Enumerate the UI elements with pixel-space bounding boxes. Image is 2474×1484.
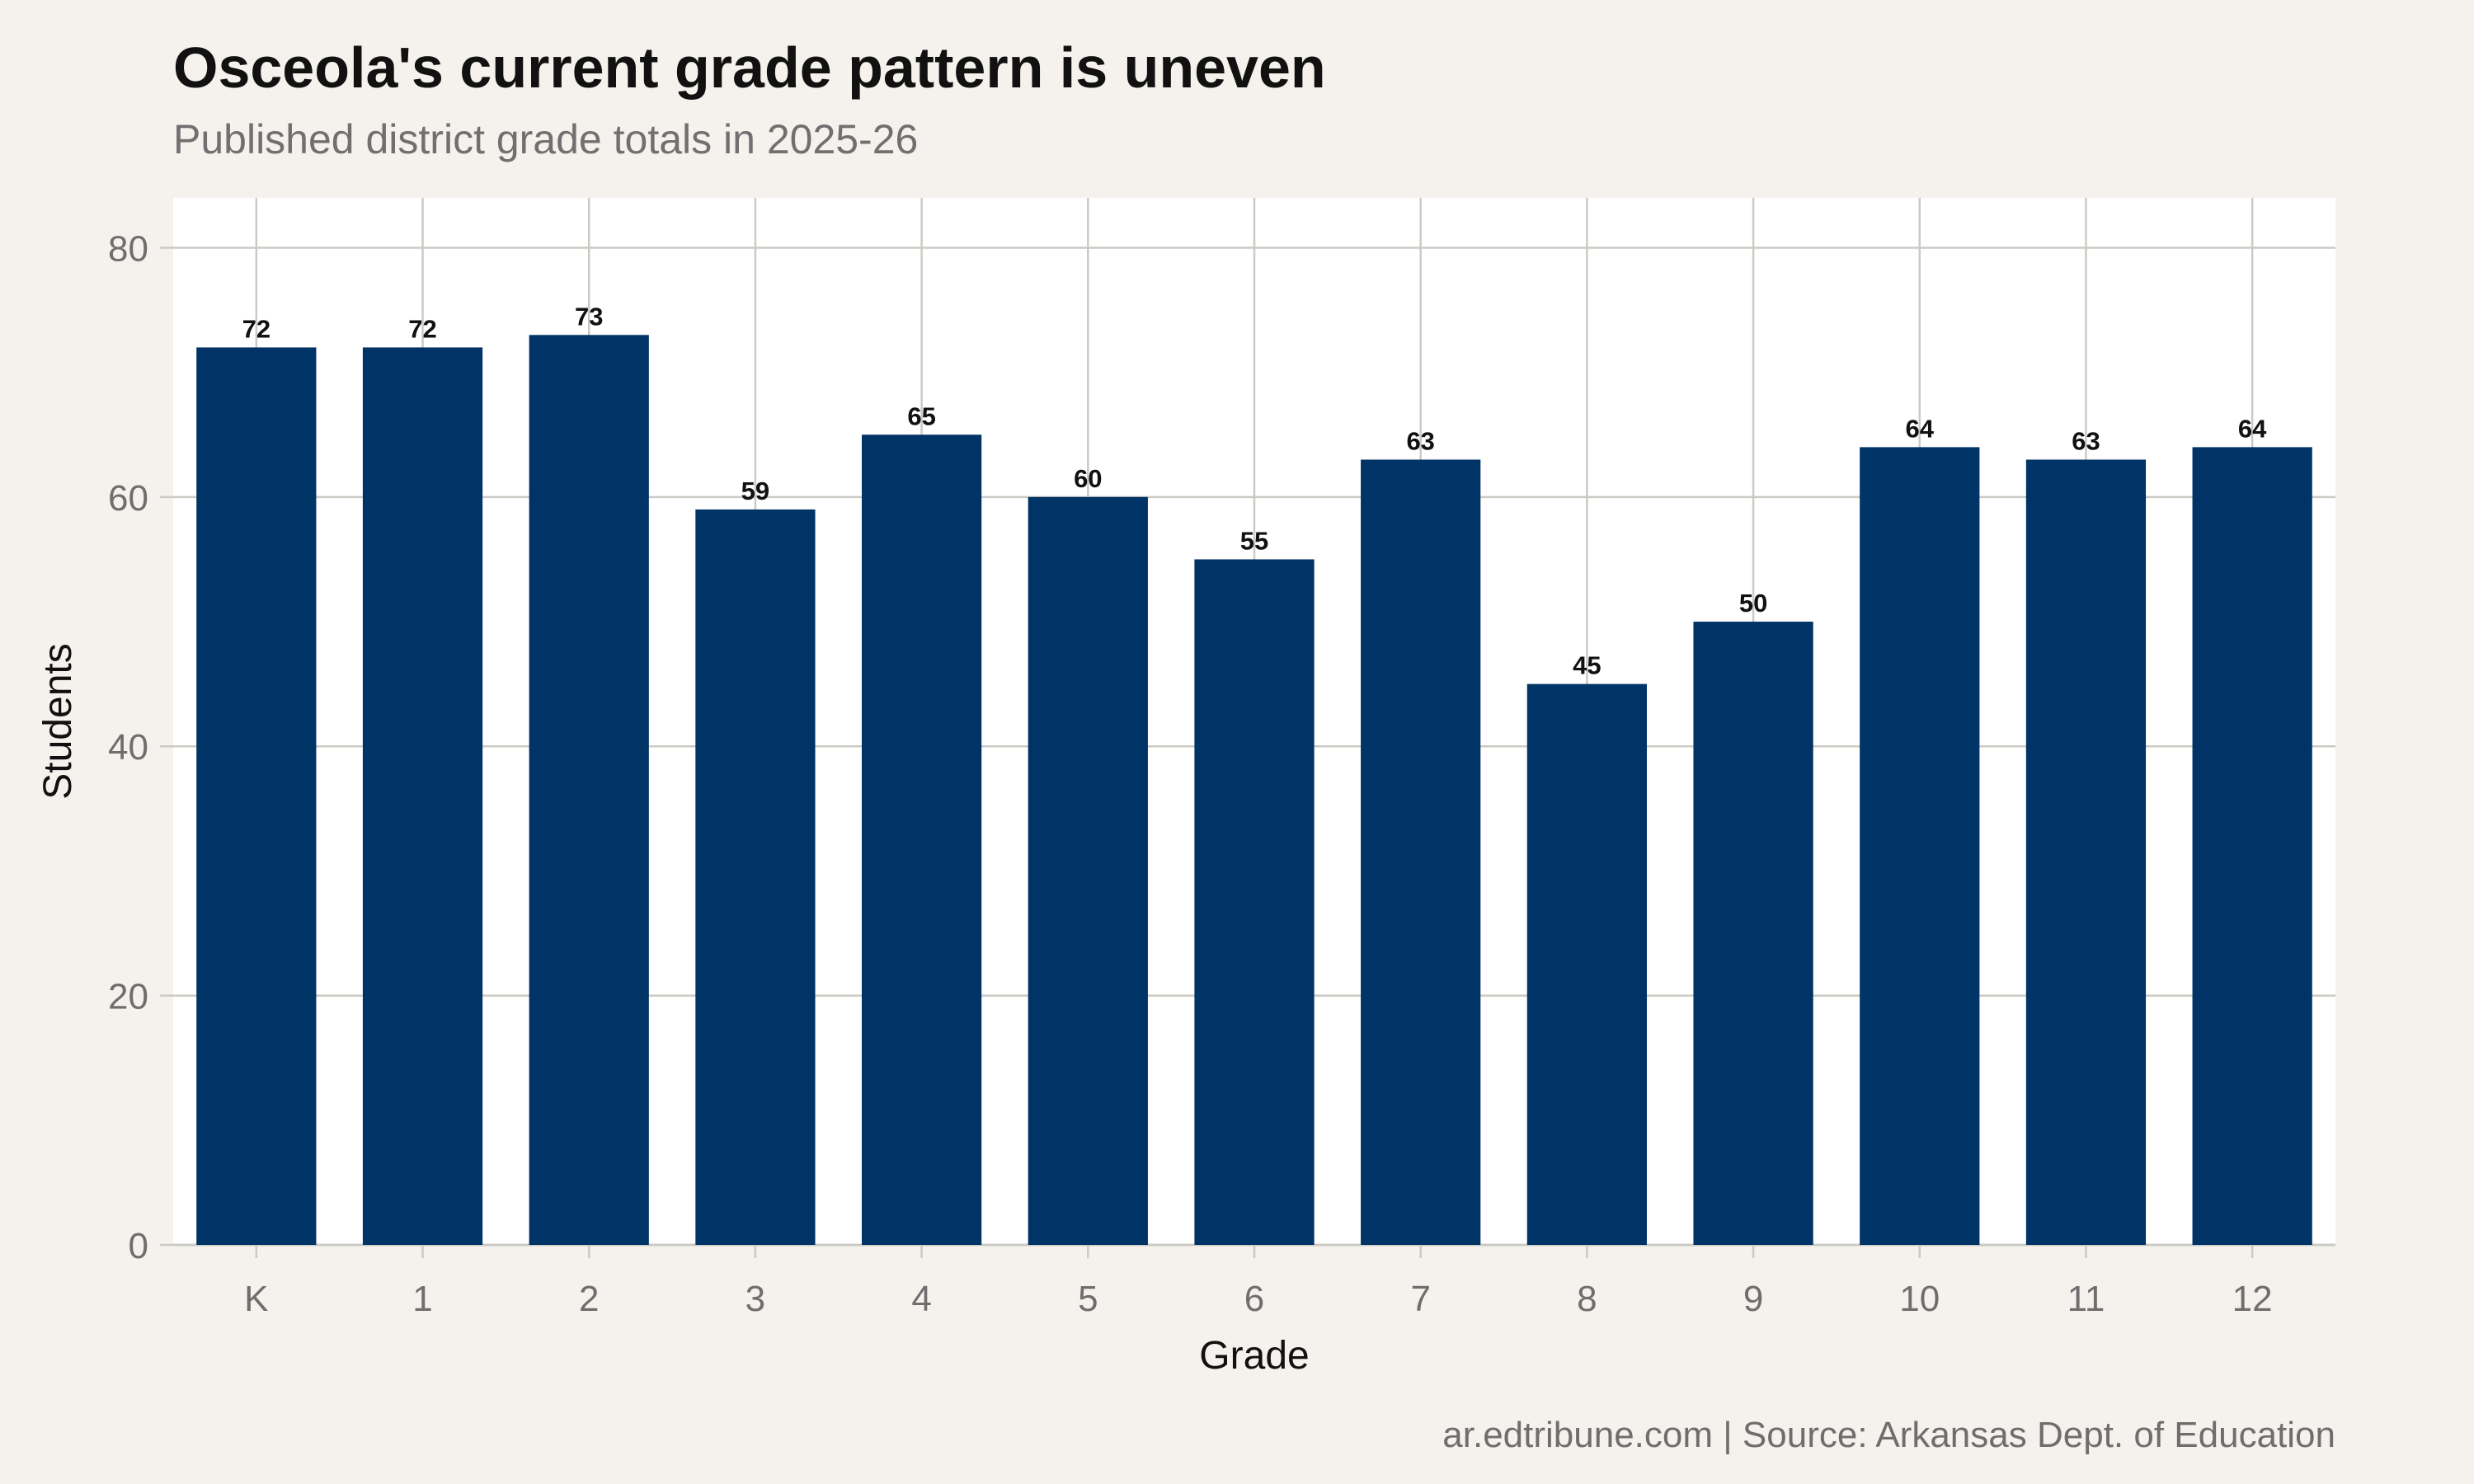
- bar-grade-10: [1860, 447, 1980, 1245]
- x-tick-label-11: 11: [2067, 1279, 2105, 1319]
- bar-value-labels: 72 72 73 59 65 60 55 63 45 50 64 63 64: [242, 302, 2268, 679]
- bar-grade-8: [1526, 683, 1647, 1245]
- bar-grade-6: [1194, 559, 1315, 1245]
- bar-grade-5: [1028, 496, 1148, 1245]
- x-tick-label-4: 4: [911, 1279, 931, 1319]
- bar-label-grade-7: 63: [1406, 427, 1434, 456]
- chart-subtitle: Published district grade totals in 2025-…: [173, 116, 919, 162]
- bar-label-grade-2: 73: [575, 302, 603, 331]
- x-tick-label-2: 2: [579, 1279, 599, 1319]
- bar-label-grade-10: 64: [1906, 414, 1935, 443]
- y-axis-tick-labels: 0 20 40 60 80: [108, 228, 148, 1266]
- bar-label-grade-4: 65: [907, 402, 935, 430]
- bars: [196, 335, 2312, 1245]
- bar-label-grade-1: 72: [408, 314, 436, 343]
- bar-grade-3: [695, 509, 816, 1245]
- bar-label-grade-K: 72: [242, 314, 270, 343]
- bar-label-grade-5: 60: [1074, 464, 1102, 493]
- source-caption: ar.edtribune.com | Source: Arkansas Dept…: [1442, 1415, 2335, 1455]
- bar-grade-2: [529, 335, 649, 1245]
- x-tick-label-8: 8: [1577, 1279, 1597, 1319]
- x-tick-label-1: 1: [412, 1279, 432, 1319]
- y-tick-label-60: 60: [108, 478, 148, 519]
- x-tick-label-K: K: [244, 1279, 268, 1319]
- x-tick-label-5: 5: [1078, 1279, 1098, 1319]
- bar-grade-9: [1693, 622, 1813, 1245]
- bar-label-grade-9: 50: [1739, 589, 1767, 618]
- x-tick-label-6: 6: [1244, 1279, 1264, 1319]
- y-tick-label-80: 80: [108, 228, 148, 269]
- chart-title: Osceola's current grade pattern is uneve…: [173, 35, 1326, 100]
- bar-label-grade-12: 64: [2238, 414, 2267, 443]
- y-tick-label-40: 40: [108, 727, 148, 768]
- bar-label-grade-6: 55: [1240, 526, 1268, 555]
- x-tick-label-10: 10: [1899, 1279, 1940, 1319]
- y-tick-label-0: 0: [129, 1226, 148, 1266]
- bar-grade-1: [362, 347, 483, 1245]
- x-axis-tick-labels: K 1 2 3 4 5 6 7 8 9 10 11 12: [244, 1279, 2272, 1319]
- bar-label-grade-11: 63: [2072, 427, 2100, 456]
- x-tick-label-9: 9: [1743, 1279, 1763, 1319]
- x-tick-label-3: 3: [745, 1279, 765, 1319]
- y-tick-label-20: 20: [108, 977, 148, 1017]
- bar-label-grade-3: 59: [741, 477, 769, 505]
- x-axis-label: Grade: [1199, 1334, 1309, 1378]
- bar-grade-12: [2192, 447, 2312, 1245]
- x-tick-label-7: 7: [1410, 1279, 1430, 1319]
- y-axis-label: Students: [36, 643, 80, 799]
- bar-grade-K: [196, 347, 317, 1245]
- x-tick-label-12: 12: [2232, 1279, 2273, 1319]
- bar-grade-4: [862, 434, 982, 1245]
- bar-grade-11: [2025, 459, 2147, 1245]
- bar-label-grade-8: 45: [1573, 651, 1601, 680]
- bar-grade-7: [1361, 459, 1481, 1245]
